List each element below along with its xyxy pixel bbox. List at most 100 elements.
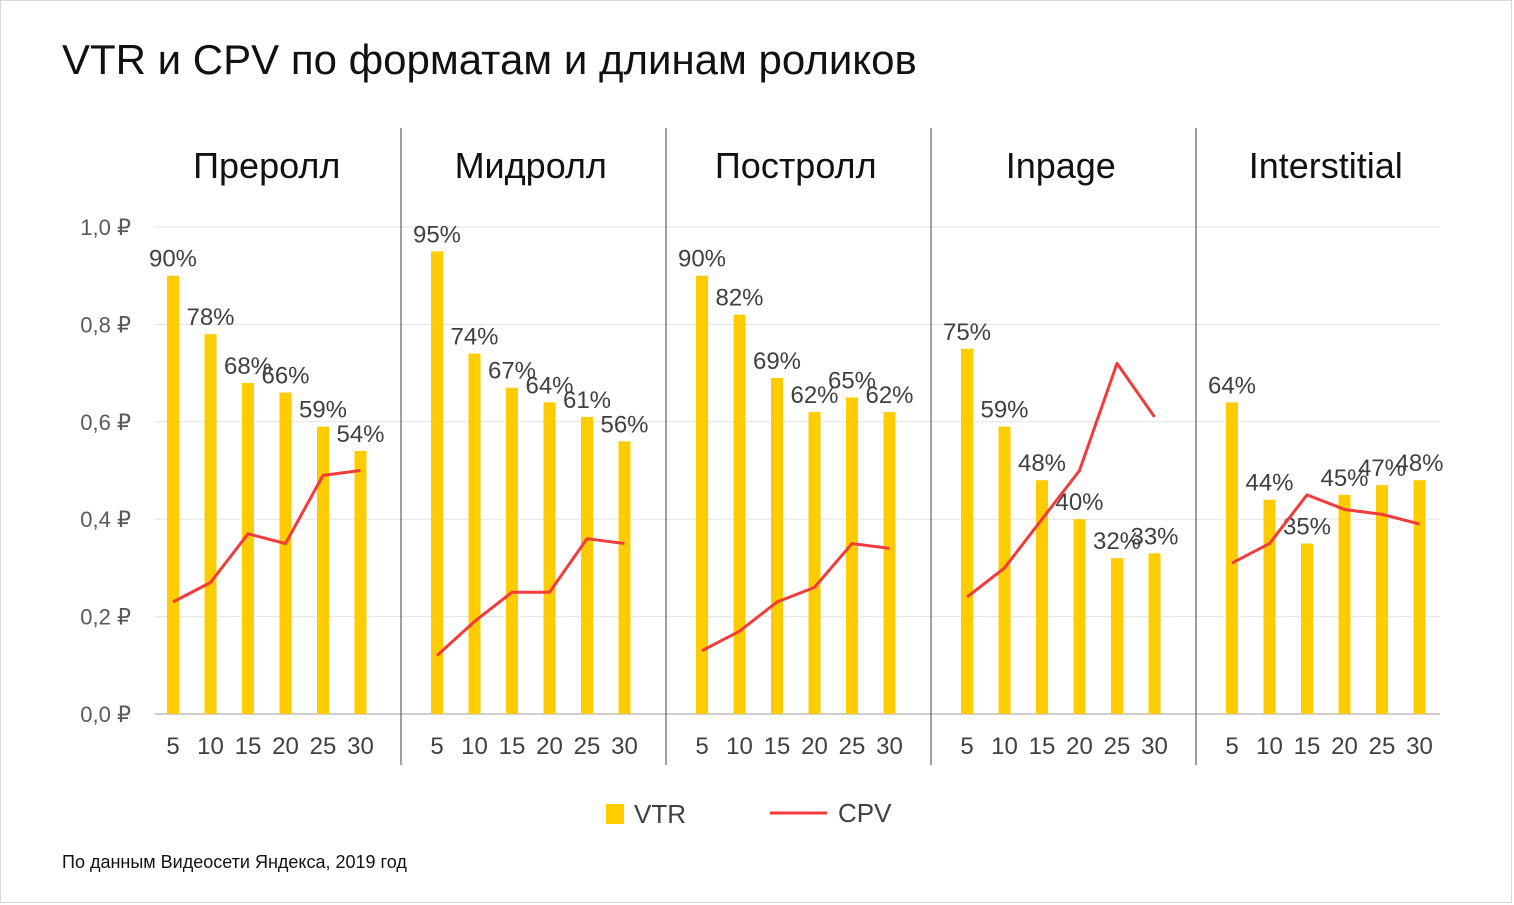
vtr-bar <box>808 412 821 714</box>
x-tick-label: 15 <box>1294 733 1321 760</box>
vtr-bar <box>1338 494 1351 714</box>
x-tick-label: 20 <box>801 733 828 760</box>
x-tick-label: 20 <box>536 733 563 760</box>
x-tick-label: 25 <box>839 733 866 760</box>
legend-vtr-swatch <box>606 804 624 824</box>
vtr-bar <box>961 348 973 714</box>
x-tick-label: 25 <box>1369 733 1396 760</box>
panel-title: Мидролл <box>455 145 607 186</box>
vtr-bar <box>354 451 367 714</box>
vtr-data-label: 95% <box>413 221 461 248</box>
y-tick-label: 0,4 ₽ <box>80 507 131 532</box>
panel-title: Преролл <box>193 145 340 186</box>
x-tick-label: 15 <box>764 733 791 760</box>
vtr-bar <box>242 382 254 714</box>
vtr-data-label: 67% <box>488 358 536 385</box>
cpv-line <box>966 361 1156 599</box>
x-tick-label: 5 <box>695 733 708 760</box>
y-tick-label: 0,0 ₽ <box>80 702 131 727</box>
vtr-bar <box>618 441 631 714</box>
vtr-data-label: 61% <box>563 387 611 414</box>
vtr-bar <box>543 402 556 714</box>
vtr-data-label: 45% <box>1320 465 1368 492</box>
vtr-bar <box>733 314 746 714</box>
x-tick-label: 10 <box>197 733 224 760</box>
cpv-line <box>172 469 361 604</box>
source-note: По данным Видеосети Яндекса, 2019 год <box>62 852 407 872</box>
panel-title: Постролл <box>715 145 877 186</box>
x-tick-label: 30 <box>876 733 903 760</box>
vtr-data-label: 59% <box>299 397 347 424</box>
x-tick-label: 5 <box>430 733 443 760</box>
vtr-bar <box>1263 499 1276 714</box>
vtr-data-label: 48% <box>1018 450 1066 477</box>
x-tick-label: 15 <box>1029 733 1056 760</box>
vtr-bar <box>1376 485 1388 714</box>
x-tick-label: 25 <box>310 733 337 760</box>
vtr-data-label: 68% <box>224 353 272 380</box>
x-tick-label: 15 <box>235 733 262 760</box>
vtr-data-label: 32% <box>1093 528 1141 555</box>
vtr-bar <box>883 412 896 714</box>
vtr-data-label: 62% <box>865 382 913 409</box>
x-tick-label: 30 <box>1141 733 1168 760</box>
vtr-bar <box>1148 553 1161 714</box>
vtr-bar <box>696 275 708 714</box>
vtr-data-label: 64% <box>525 372 573 399</box>
y-tick-label: 0,2 ₽ <box>80 605 131 630</box>
cpv-line <box>701 542 890 653</box>
vtr-bar <box>771 377 783 714</box>
vtr-data-label: 33% <box>1130 523 1178 550</box>
vtr-data-label: 90% <box>678 246 726 273</box>
vtr-data-label: 82% <box>715 285 763 312</box>
vtr-data-label: 74% <box>450 324 498 351</box>
x-tick-label: 10 <box>726 733 753 760</box>
x-tick-label: 30 <box>611 733 638 760</box>
y-tick-label: 1,0 ₽ <box>80 215 131 240</box>
vtr-bar <box>1301 543 1313 714</box>
vtr-bar <box>317 426 329 714</box>
y-tick-label: 0,8 ₽ <box>80 312 131 337</box>
vtr-bar <box>431 251 443 714</box>
vtr-bar <box>279 392 292 714</box>
vtr-data-label: 66% <box>261 363 309 390</box>
vtr-bar <box>468 353 481 714</box>
x-tick-label: 5 <box>960 733 973 760</box>
x-tick-label: 5 <box>166 733 179 760</box>
x-tick-label: 20 <box>1066 733 1093 760</box>
vtr-data-label: 90% <box>149 246 197 273</box>
chart-title: VTR и CPV по форматам и длинам роликов <box>62 36 917 83</box>
vtr-bar <box>204 334 217 714</box>
y-tick-label: 0,6 ₽ <box>80 410 131 435</box>
x-tick-label: 25 <box>1104 733 1131 760</box>
vtr-bar <box>581 416 593 714</box>
x-tick-label: 10 <box>461 733 488 760</box>
x-tick-label: 10 <box>1256 733 1283 760</box>
vtr-data-label: 47% <box>1358 455 1406 482</box>
vtr-bar <box>1073 519 1086 714</box>
vtr-data-label: 78% <box>186 304 234 331</box>
x-tick-label: 30 <box>347 733 374 760</box>
vtr-data-label: 44% <box>1245 470 1293 497</box>
x-tick-label: 20 <box>1331 733 1358 760</box>
vtr-data-label: 64% <box>1208 372 1256 399</box>
panel-title: Interstitial <box>1249 145 1403 186</box>
vtr-data-label: 56% <box>600 411 648 438</box>
legend-vtr-label: VTR <box>634 799 686 829</box>
vtr-bar <box>998 426 1011 714</box>
x-tick-label: 30 <box>1406 733 1433 760</box>
cpv-line <box>435 537 625 657</box>
legend-cpv-label: CPV <box>838 798 892 828</box>
x-tick-label: 25 <box>574 733 601 760</box>
vtr-data-label: 75% <box>943 319 991 346</box>
x-tick-label: 5 <box>1225 733 1238 760</box>
panel-title: Inpage <box>1006 145 1116 186</box>
x-tick-label: 10 <box>991 733 1018 760</box>
vtr-bar <box>506 387 518 714</box>
vtr-data-label: 62% <box>790 382 838 409</box>
vtr-bar <box>167 275 179 714</box>
vtr-bar <box>1226 402 1238 714</box>
vtr-bar <box>846 397 858 714</box>
